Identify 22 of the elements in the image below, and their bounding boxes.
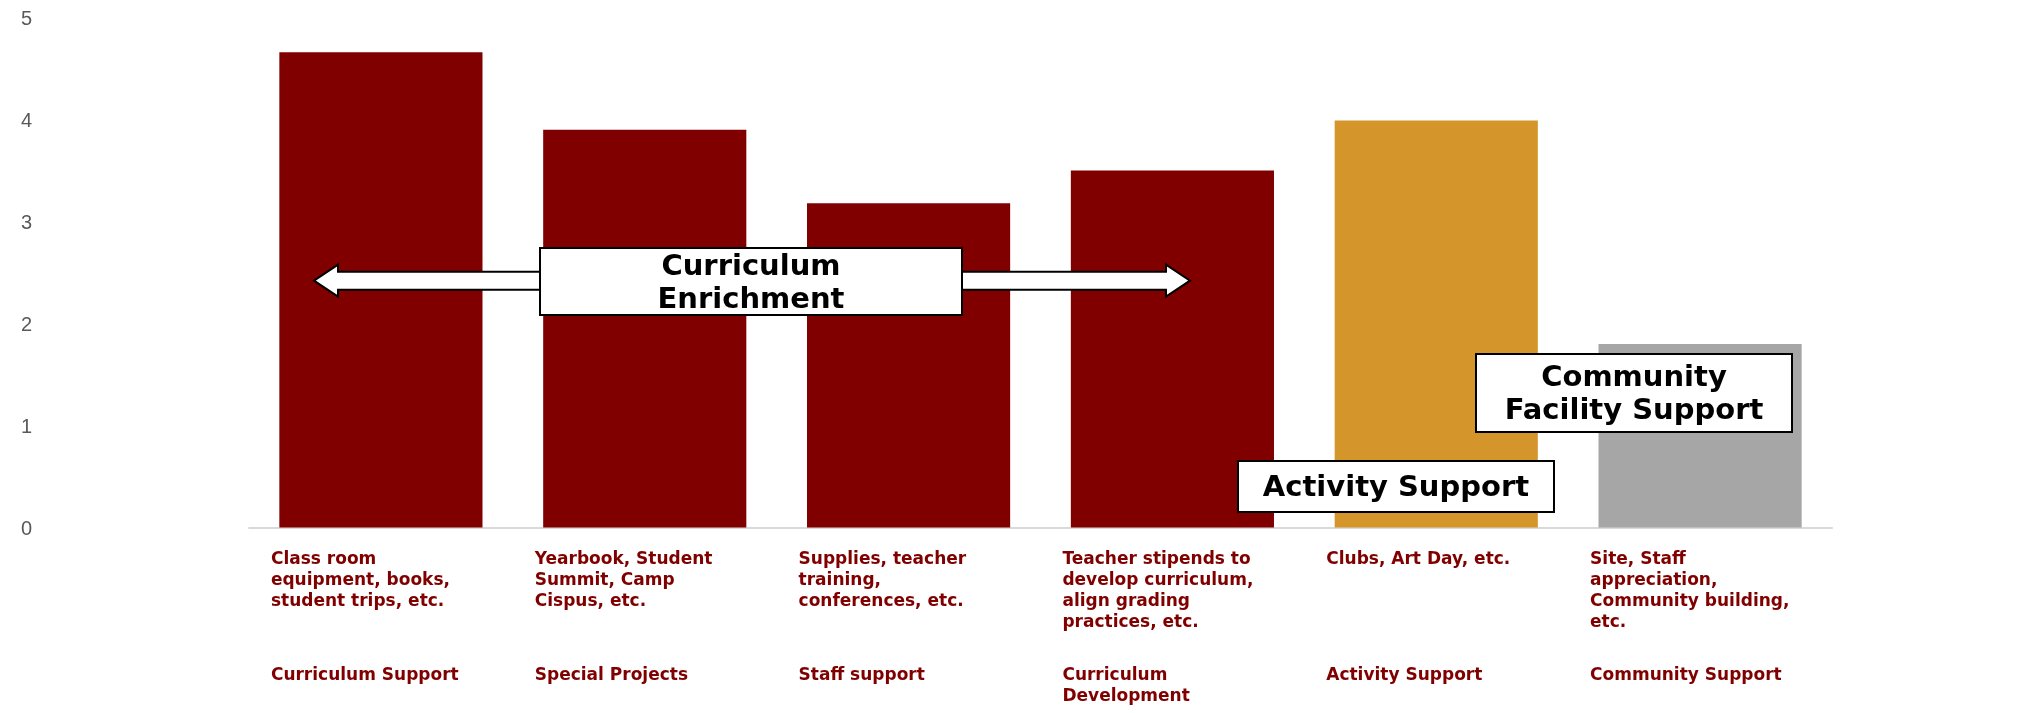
y-tick-label: 0	[20, 516, 32, 539]
x-tick-label: Site, Staff appreciation, Community building, etc.	[1590, 548, 1791, 632]
y-tick-label: 4	[20, 108, 32, 131]
x-tick-label: Teacher stipends to develop curriculum, align grading practices, etc.	[1062, 548, 1255, 632]
x-tick-label: Class room equipment, books, student trips, etc.	[270, 548, 451, 611]
annotation: Curriculum Enrichment	[540, 247, 962, 315]
x-tick-label: Supplies, teacher training, conferences, etc.	[798, 548, 968, 611]
y-tick-label: 1	[20, 414, 32, 437]
text: Curriculum Development	[1062, 664, 1191, 706]
y-tick-label: 5	[20, 6, 32, 29]
annotation: Activity Support	[1237, 460, 1555, 513]
x-tick-label: Yearbook, Student Summit, Camp Cispus, etc.	[534, 548, 714, 611]
annotation: Community Facility Support	[1475, 353, 1793, 433]
y-tick-label: 2	[20, 312, 32, 335]
bar	[279, 52, 483, 528]
x-tick-label: Clubs, Art Day, etc.	[1326, 548, 1512, 569]
text: Community Support	[1590, 664, 1783, 685]
text: Activity Support	[1326, 664, 1484, 685]
text: Curriculum Support	[270, 664, 460, 685]
y-tick-label: 3	[20, 210, 32, 233]
text: Special Projects	[534, 664, 689, 685]
text: Staff support	[798, 664, 926, 685]
